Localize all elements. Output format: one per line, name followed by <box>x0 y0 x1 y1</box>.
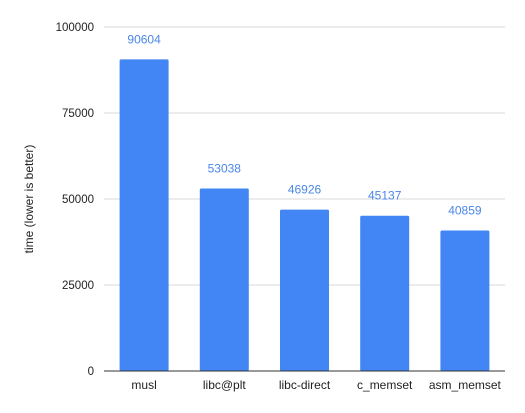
x-category-label: musl <box>131 378 156 392</box>
data-label: 45137 <box>368 189 402 203</box>
x-category-label: c_memset <box>357 378 413 392</box>
x-category-label: libc-direct <box>279 378 331 392</box>
bar-musl <box>119 59 169 372</box>
data-label: 90604 <box>127 32 161 46</box>
bar-asm_memset <box>440 230 490 371</box>
data-label: 40859 <box>448 203 482 217</box>
bars <box>119 59 490 372</box>
y-tick-label: 25000 <box>62 280 94 292</box>
y-tick-label: 100000 <box>56 22 94 34</box>
bar-libc@plt <box>199 188 249 371</box>
y-tick-label: 0 <box>88 366 94 378</box>
data-labels: 90604 53038 46926 45137 40859 <box>127 32 481 217</box>
bar-c_memset <box>360 215 410 371</box>
data-label: 46926 <box>288 183 322 197</box>
data-label: 53038 <box>208 162 242 176</box>
y-tick-label: 75000 <box>62 108 94 120</box>
x-category-label: libc@plt <box>203 378 247 392</box>
y-tick-label: 50000 <box>62 194 94 206</box>
x-category-label: asm_memset <box>429 378 502 392</box>
y-axis-ticks: 0 25000 50000 75000 100000 <box>56 22 94 378</box>
x-axis-categories: musl libc@plt libc-direct c_memset asm_memse… <box>131 378 501 392</box>
y-axis-label: time (lower is better) <box>22 145 36 254</box>
bar-libc-direct <box>280 209 329 371</box>
